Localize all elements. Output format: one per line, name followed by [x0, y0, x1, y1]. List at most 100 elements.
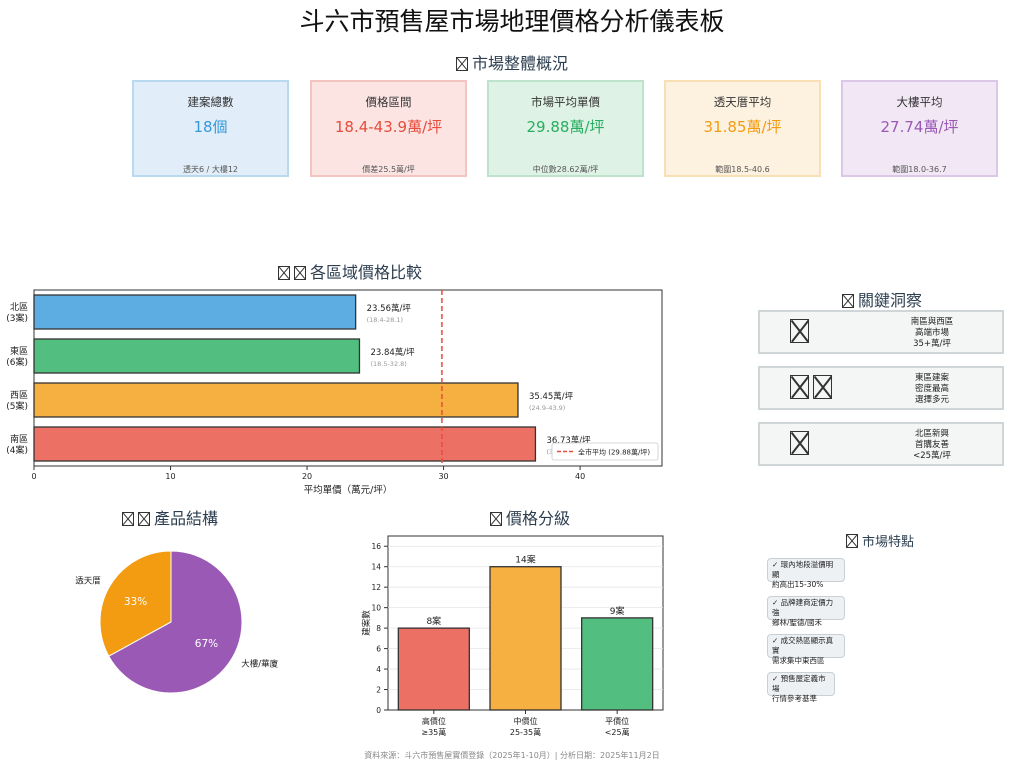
data-label: 35.45萬/坪 — [529, 391, 574, 402]
x-axis-label: 平均單價（萬元/坪） — [304, 484, 393, 495]
insight-text: 南區與西區 高端市場 35+萬/坪 — [910, 317, 954, 349]
x-tick-label: 中價位 — [514, 716, 538, 726]
stat-card: 市場平均單價 29.88萬/坪 中位數28.62萬/坪 — [487, 80, 644, 177]
bar — [33, 382, 519, 418]
insight-icon-group — [790, 375, 836, 403]
x-tick-label: 平價位 — [605, 716, 629, 726]
range-label: (3 — [546, 448, 553, 456]
insight-icon-group — [790, 431, 813, 459]
insight-card: 南區與西區 高端市場 35+萬/坪 — [758, 310, 1004, 354]
placeholder-icon — [790, 431, 809, 455]
bar — [33, 338, 361, 374]
pie-category-label: 大樓/華廈 — [241, 659, 278, 670]
insights-icon — [841, 294, 854, 308]
stat-card-sub: 透天6 / 大樓12 — [182, 165, 239, 174]
range-label: (18.4-28.1) — [367, 316, 403, 324]
region-chart-title-text: 各區域價格比較 — [309, 263, 422, 282]
bar — [33, 294, 357, 330]
region-price-chart: 0 10 20 30 40 平均單價（萬元/坪） 北區(3案) 23.56萬/坪 (18.4-2… — [6, 289, 663, 495]
x-tick-label: 40 — [575, 472, 585, 481]
y-tick-label: (4案) — [6, 444, 28, 456]
data-label: 36.73萬/坪 — [546, 435, 591, 446]
pie-category-label: 透天厝 — [75, 575, 101, 586]
stat-card-value: 31.85萬/坪 — [703, 118, 782, 136]
insight-text: 東區建案 密度最高 選擇多元 — [914, 373, 949, 405]
stat-card-value: 29.88萬/坪 — [526, 118, 605, 136]
bar — [581, 617, 654, 711]
bar — [33, 426, 537, 462]
legend-label: 全市平均 (29.88萬/坪) — [578, 448, 650, 457]
stat-card-label: 建案總數 — [187, 95, 234, 109]
y-tick-label: 北區 — [10, 302, 28, 313]
insights-title-text: 關鍵洞察 — [857, 291, 922, 310]
pie-icon-2 — [137, 512, 150, 526]
x-tick-label: 30 — [438, 472, 448, 481]
region-chart-title: 各區域價格比較 — [200, 259, 500, 283]
x-tick-label: 25-35萬 — [510, 727, 541, 737]
range-label: (18.5-32.8) — [370, 360, 406, 368]
y-tick-label: (5案) — [6, 400, 28, 412]
legend-frame — [551, 442, 659, 461]
y-tick-label: (3案) — [6, 312, 28, 324]
x-tick-label: 20 — [302, 472, 312, 481]
y-tick-label: 0 — [376, 706, 381, 715]
insight-card: 東區建案 密度最高 選擇多元 — [758, 366, 1004, 410]
stat-card-label: 大樓平均 — [896, 95, 943, 109]
insight-card: 北區新興 首購友善 <25萬/坪 — [758, 422, 1004, 466]
data-label: 9案 — [610, 605, 625, 617]
data-label: 14案 — [515, 554, 535, 566]
y-tick-label: 4 — [376, 665, 381, 674]
features-title-text: 市場特點 — [861, 535, 914, 550]
y-tick-label: 12 — [371, 583, 381, 592]
stat-card: 建案總數 18個透天6 / 大樓12 — [132, 80, 289, 177]
x-tick-label: ≥35萬 — [421, 727, 446, 737]
y-tick-label: 2 — [376, 686, 381, 695]
bar — [489, 566, 562, 711]
x-tick-label: 0 — [31, 472, 36, 481]
overview-icon — [455, 57, 468, 71]
stat-card: 透天厝平均 31.85萬/坪 範圍18.5-40.6 — [664, 80, 821, 177]
stat-card-label: 透天厝平均 — [713, 95, 772, 109]
y-tick-label: 16 — [371, 542, 381, 551]
feature-item: ✓ 成交熱區顯示真實 需求集中東西區 — [767, 634, 845, 665]
overview-title: 市場整體概況 — [0, 50, 1024, 74]
stat-card: 價格區間 18.4-43.9萬/坪 價差25.5萬/坪 — [310, 80, 467, 177]
y-tick-label: 西區 — [10, 390, 28, 401]
pie-slice — [108, 550, 243, 694]
range-label: (24.9-43.9) — [529, 404, 565, 412]
data-label: 8案 — [426, 615, 441, 627]
insight-text: 北區新興 首購友善 <25萬/坪 — [913, 429, 951, 461]
legend: 全市平均 (29.88萬/坪) — [551, 442, 659, 461]
y-tick-label: 6 — [376, 645, 381, 654]
pie-title-text: 產品結構 — [153, 509, 218, 528]
placeholder-icon — [813, 375, 832, 399]
data-label: 23.56萬/坪 — [367, 303, 412, 314]
stat-card-sub: 價差25.5萬/坪 — [362, 165, 415, 174]
y-tick-label: 南區 — [10, 433, 28, 445]
feature-item: ✓ 品牌建商定價力強 鄉林/聖德/國禾 — [767, 596, 845, 627]
stat-card-label: 價格區間 — [365, 95, 412, 109]
x-tick-label: <25萬 — [605, 727, 630, 737]
y-axis-label: 建案數 — [361, 610, 372, 636]
features-title: 市場特點 — [790, 531, 970, 550]
y-tick-label: (6案) — [6, 356, 28, 368]
y-tick-label: 8 — [376, 624, 381, 633]
x-tick-label: 10 — [165, 472, 175, 481]
product-structure-pie: 33% 透天厝 67% 大樓/華廈 — [75, 550, 279, 694]
footer-source: 資料來源：斗六市預售屋實價登錄（2025年1-10月）| 分析日期：2025年1… — [364, 751, 660, 760]
pie-pct-label: 67% — [195, 638, 218, 650]
x-tick-label: 高價位 — [422, 716, 446, 726]
stat-card-sub: 中位數28.62萬/坪 — [532, 165, 599, 174]
y-tick-label: 10 — [371, 604, 381, 613]
feature-item: ✓ 環內地段溢價明顯 約高出15-30% — [767, 558, 845, 589]
stat-card-value: 27.74萬/坪 — [880, 118, 959, 136]
pie-pct-label: 33% — [124, 596, 147, 608]
pie-icon-1 — [121, 512, 134, 526]
region-icon-1 — [277, 266, 290, 280]
y-tick-label: 東區 — [10, 345, 28, 357]
page-title: 斗六市預售屋市場地理價格分析儀表板 — [299, 7, 725, 36]
hist-title-text: 價格分級 — [505, 509, 570, 528]
stat-card-value: 18個 — [193, 118, 228, 136]
insight-icon-group — [790, 319, 813, 347]
